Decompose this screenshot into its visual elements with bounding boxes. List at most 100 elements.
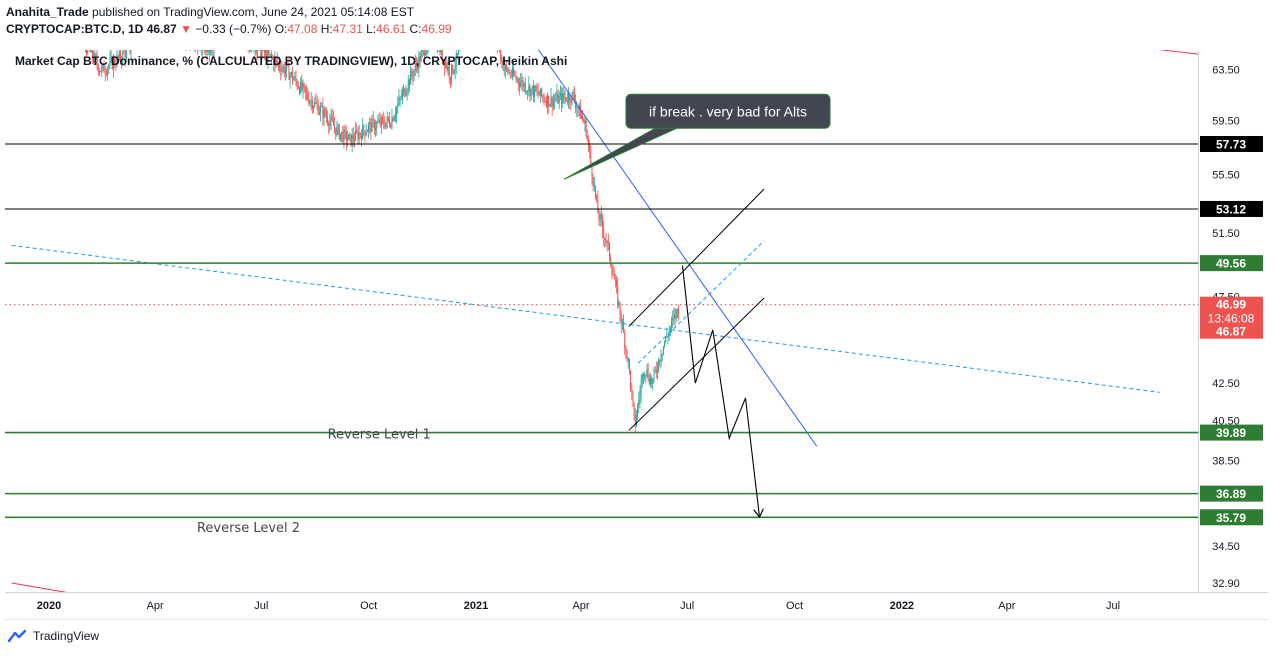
candle-body [352,135,354,141]
candle-body [455,53,457,66]
candle-body [535,86,537,91]
candle-body [297,86,299,89]
candle-body [456,53,458,55]
candle-body [520,82,522,87]
candle-body [284,70,286,74]
candle-body [439,50,441,53]
symbol-name[interactable]: CRYPTOCAP:BTC.D, 1D [6,22,144,36]
candle-body [403,88,405,92]
candle-body [276,59,278,64]
candle-body [350,134,352,146]
candle-body [655,369,657,372]
candle-body [260,50,262,57]
candle-body [324,109,326,116]
candle-body [513,68,515,75]
candle-body [521,80,523,83]
candle-body [542,95,544,98]
price-chart[interactable]: if break . very bad for Alts Reverse Leve… [5,50,1268,620]
candle-body [342,131,344,142]
candle-body [600,214,602,220]
candle-body [593,185,595,187]
level-badge-label: 53.12 [1216,202,1246,216]
candle-body [372,119,374,121]
candle-body [510,75,512,76]
last-price-value: 46.99 [1216,298,1246,312]
candle-body [288,65,290,80]
chart-area[interactable]: if break . very bad for Alts Reverse Leve… [5,50,1268,620]
candle-body [507,68,509,73]
candle-body [268,50,270,54]
candle-body [580,116,582,119]
candle-body [315,101,317,104]
candle-body [348,134,350,140]
candle-body [637,404,639,417]
candle-body [321,105,323,107]
open-label: O: [274,22,288,36]
candle-body [525,91,527,93]
candle-body [449,77,451,81]
candle-body [283,66,285,74]
candle-body [550,96,552,105]
footer-branding[interactable]: TradingView [8,629,99,643]
level-badge [1200,509,1263,526]
candle-body [606,241,608,243]
candle-body [96,57,98,65]
candle-body [640,383,642,395]
candle-body [307,92,309,99]
candle-body [638,399,640,405]
candle-body [130,50,132,51]
candle-body [582,116,584,120]
candle-body [418,56,420,70]
candle-body [561,93,563,104]
candle-body [634,414,636,426]
level-badge [1200,485,1263,502]
candle-body [660,357,662,362]
candle-body [453,70,455,74]
candle-body [543,97,545,101]
level-badge-label: 39.89 [1216,426,1246,440]
x-tick-label: Oct [786,600,803,612]
candle-body [674,314,676,319]
candle-body [124,53,126,59]
x-tick-label: Apr [572,600,589,612]
candle-body [578,104,580,109]
candle-body [621,322,623,324]
candle-body [89,50,91,53]
candle-body [558,96,560,104]
candle-body [375,128,377,131]
candle-body [98,71,100,72]
candle-body [396,107,398,115]
candle-body [343,129,345,142]
candle-body [602,219,604,230]
candle-body [379,120,381,126]
candle-body [112,59,114,69]
candle-body [646,369,648,376]
candle-body [426,50,428,53]
candle-body [641,374,643,384]
candle-body [123,52,125,54]
candle-body [500,50,502,61]
candle-body [383,119,385,125]
candle-body [280,68,282,72]
candle-body [413,70,415,77]
candle-body [673,314,675,318]
candle-body [397,103,399,108]
candle-body [296,81,298,87]
candle-body [114,59,116,65]
candle-body [394,114,396,118]
candle-body [504,65,506,70]
candle-body [410,71,412,85]
candle-body [335,127,337,135]
candle-body [110,57,112,60]
candle-body [613,275,615,280]
candle-body [274,58,276,66]
candle-body [545,101,547,107]
candle-body [573,93,575,102]
candle-body [448,67,450,78]
candle-body [407,79,409,91]
candle-body [626,350,628,361]
author-name[interactable]: Anahita_Trade [6,5,89,19]
candle-body [313,106,315,109]
callout-note[interactable]: if break . very bad for Alts [563,93,831,180]
candle-body [540,88,542,96]
